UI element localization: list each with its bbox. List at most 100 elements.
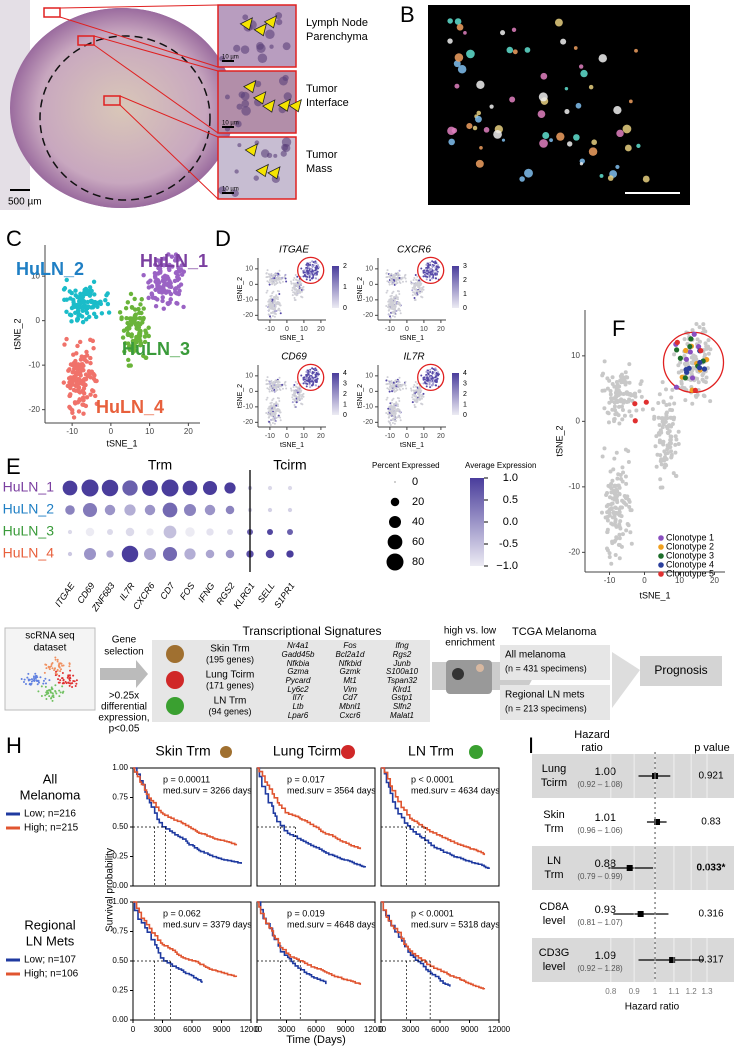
cell-point <box>54 658 57 661</box>
cell-point <box>44 685 47 688</box>
label: Interface <box>306 97 349 109</box>
legend-label: 80 <box>412 556 424 568</box>
cell-point <box>273 281 276 284</box>
cell-point <box>58 662 61 665</box>
cell-point <box>399 416 402 419</box>
cell-point <box>44 677 47 680</box>
panel-letter: E <box>6 454 21 479</box>
cell <box>624 144 632 152</box>
cell-point <box>393 422 396 425</box>
clonotype-point <box>687 343 693 350</box>
cell-point <box>417 286 420 289</box>
cell-point <box>437 371 440 374</box>
cell-point <box>388 413 391 416</box>
inset-marker <box>77 35 95 46</box>
cell-point <box>398 383 401 386</box>
cell-point <box>437 264 440 267</box>
label: Gene <box>112 635 137 646</box>
cell-point <box>307 263 310 266</box>
cell-point <box>285 387 288 390</box>
cell-point <box>298 396 301 399</box>
cell-point <box>611 488 616 493</box>
column-label: CD7 <box>158 580 177 601</box>
cell-point <box>609 561 614 566</box>
gene-name: S100a10 <box>386 667 419 676</box>
tick-label: -10 <box>66 427 78 436</box>
cell-point <box>154 279 160 284</box>
cell-point <box>269 414 272 417</box>
cell <box>472 125 478 131</box>
cell-point <box>276 298 279 301</box>
dot <box>226 528 234 536</box>
cell-point <box>69 669 72 672</box>
cell-point <box>54 684 57 687</box>
cell-point <box>625 521 630 526</box>
cell-point <box>615 476 620 481</box>
label: 0.033* <box>697 863 726 874</box>
cell-point <box>659 462 664 467</box>
cell-point <box>84 304 90 309</box>
cell-point <box>292 282 295 285</box>
tick-label: -10 <box>385 326 395 333</box>
cell-point <box>404 384 407 387</box>
cell-point <box>389 315 392 318</box>
cell-point <box>61 685 64 688</box>
cell-point <box>51 667 54 670</box>
clonotype-point <box>632 418 638 424</box>
dot <box>67 529 73 535</box>
cell-point <box>661 400 666 405</box>
cell-point <box>415 389 418 392</box>
cell-point <box>68 385 73 391</box>
cell-point <box>392 311 395 314</box>
cell-point <box>411 294 414 297</box>
cell-point <box>664 403 669 408</box>
cell-point <box>385 272 388 275</box>
cell-point <box>612 456 617 461</box>
label: p = 0.017 <box>287 774 325 784</box>
cell-point <box>266 396 269 399</box>
cell-point <box>391 399 394 402</box>
cell-point <box>27 672 30 675</box>
cell-point <box>393 415 396 418</box>
cell-point <box>275 294 278 297</box>
cell-point <box>388 308 391 311</box>
cell-point <box>125 320 130 326</box>
cell-point <box>431 367 434 370</box>
cell-point <box>388 298 391 301</box>
cell-point <box>420 374 423 377</box>
dot <box>286 528 294 536</box>
cell-point <box>75 679 78 682</box>
cell-point <box>302 392 305 395</box>
tick-label: 1 <box>653 987 658 996</box>
cell-point <box>84 359 89 364</box>
cell-point <box>62 690 65 693</box>
cell-point <box>665 447 670 452</box>
legend-title: Percent Expressed <box>372 461 440 470</box>
tick-label: 2 <box>463 277 467 284</box>
tick-label: 0.25 <box>112 986 128 995</box>
cell-point <box>93 314 99 320</box>
cell-point <box>60 668 63 671</box>
cell-point <box>311 384 314 387</box>
cell-point <box>435 369 438 372</box>
cell-point <box>398 292 401 295</box>
cell-point <box>34 676 37 679</box>
tick-label: -20 <box>363 312 373 319</box>
cell-point <box>385 398 388 401</box>
cell-point <box>83 308 89 313</box>
panel-title: Skin Trm <box>155 743 210 759</box>
cell-point <box>392 296 395 299</box>
cell-point <box>273 407 276 410</box>
cell-point <box>615 382 620 387</box>
axis-title: tSNE_1 <box>400 442 424 449</box>
cell-point <box>44 663 47 666</box>
cell-point <box>398 385 401 388</box>
cell-point <box>316 379 319 382</box>
tick-label: 0 <box>405 326 409 333</box>
cell-point <box>278 376 281 379</box>
label: LN Trm <box>214 696 247 707</box>
cell-point <box>396 381 399 384</box>
tick-label: -10 <box>363 297 373 304</box>
cell-point <box>175 274 180 280</box>
cell-point <box>658 485 663 490</box>
